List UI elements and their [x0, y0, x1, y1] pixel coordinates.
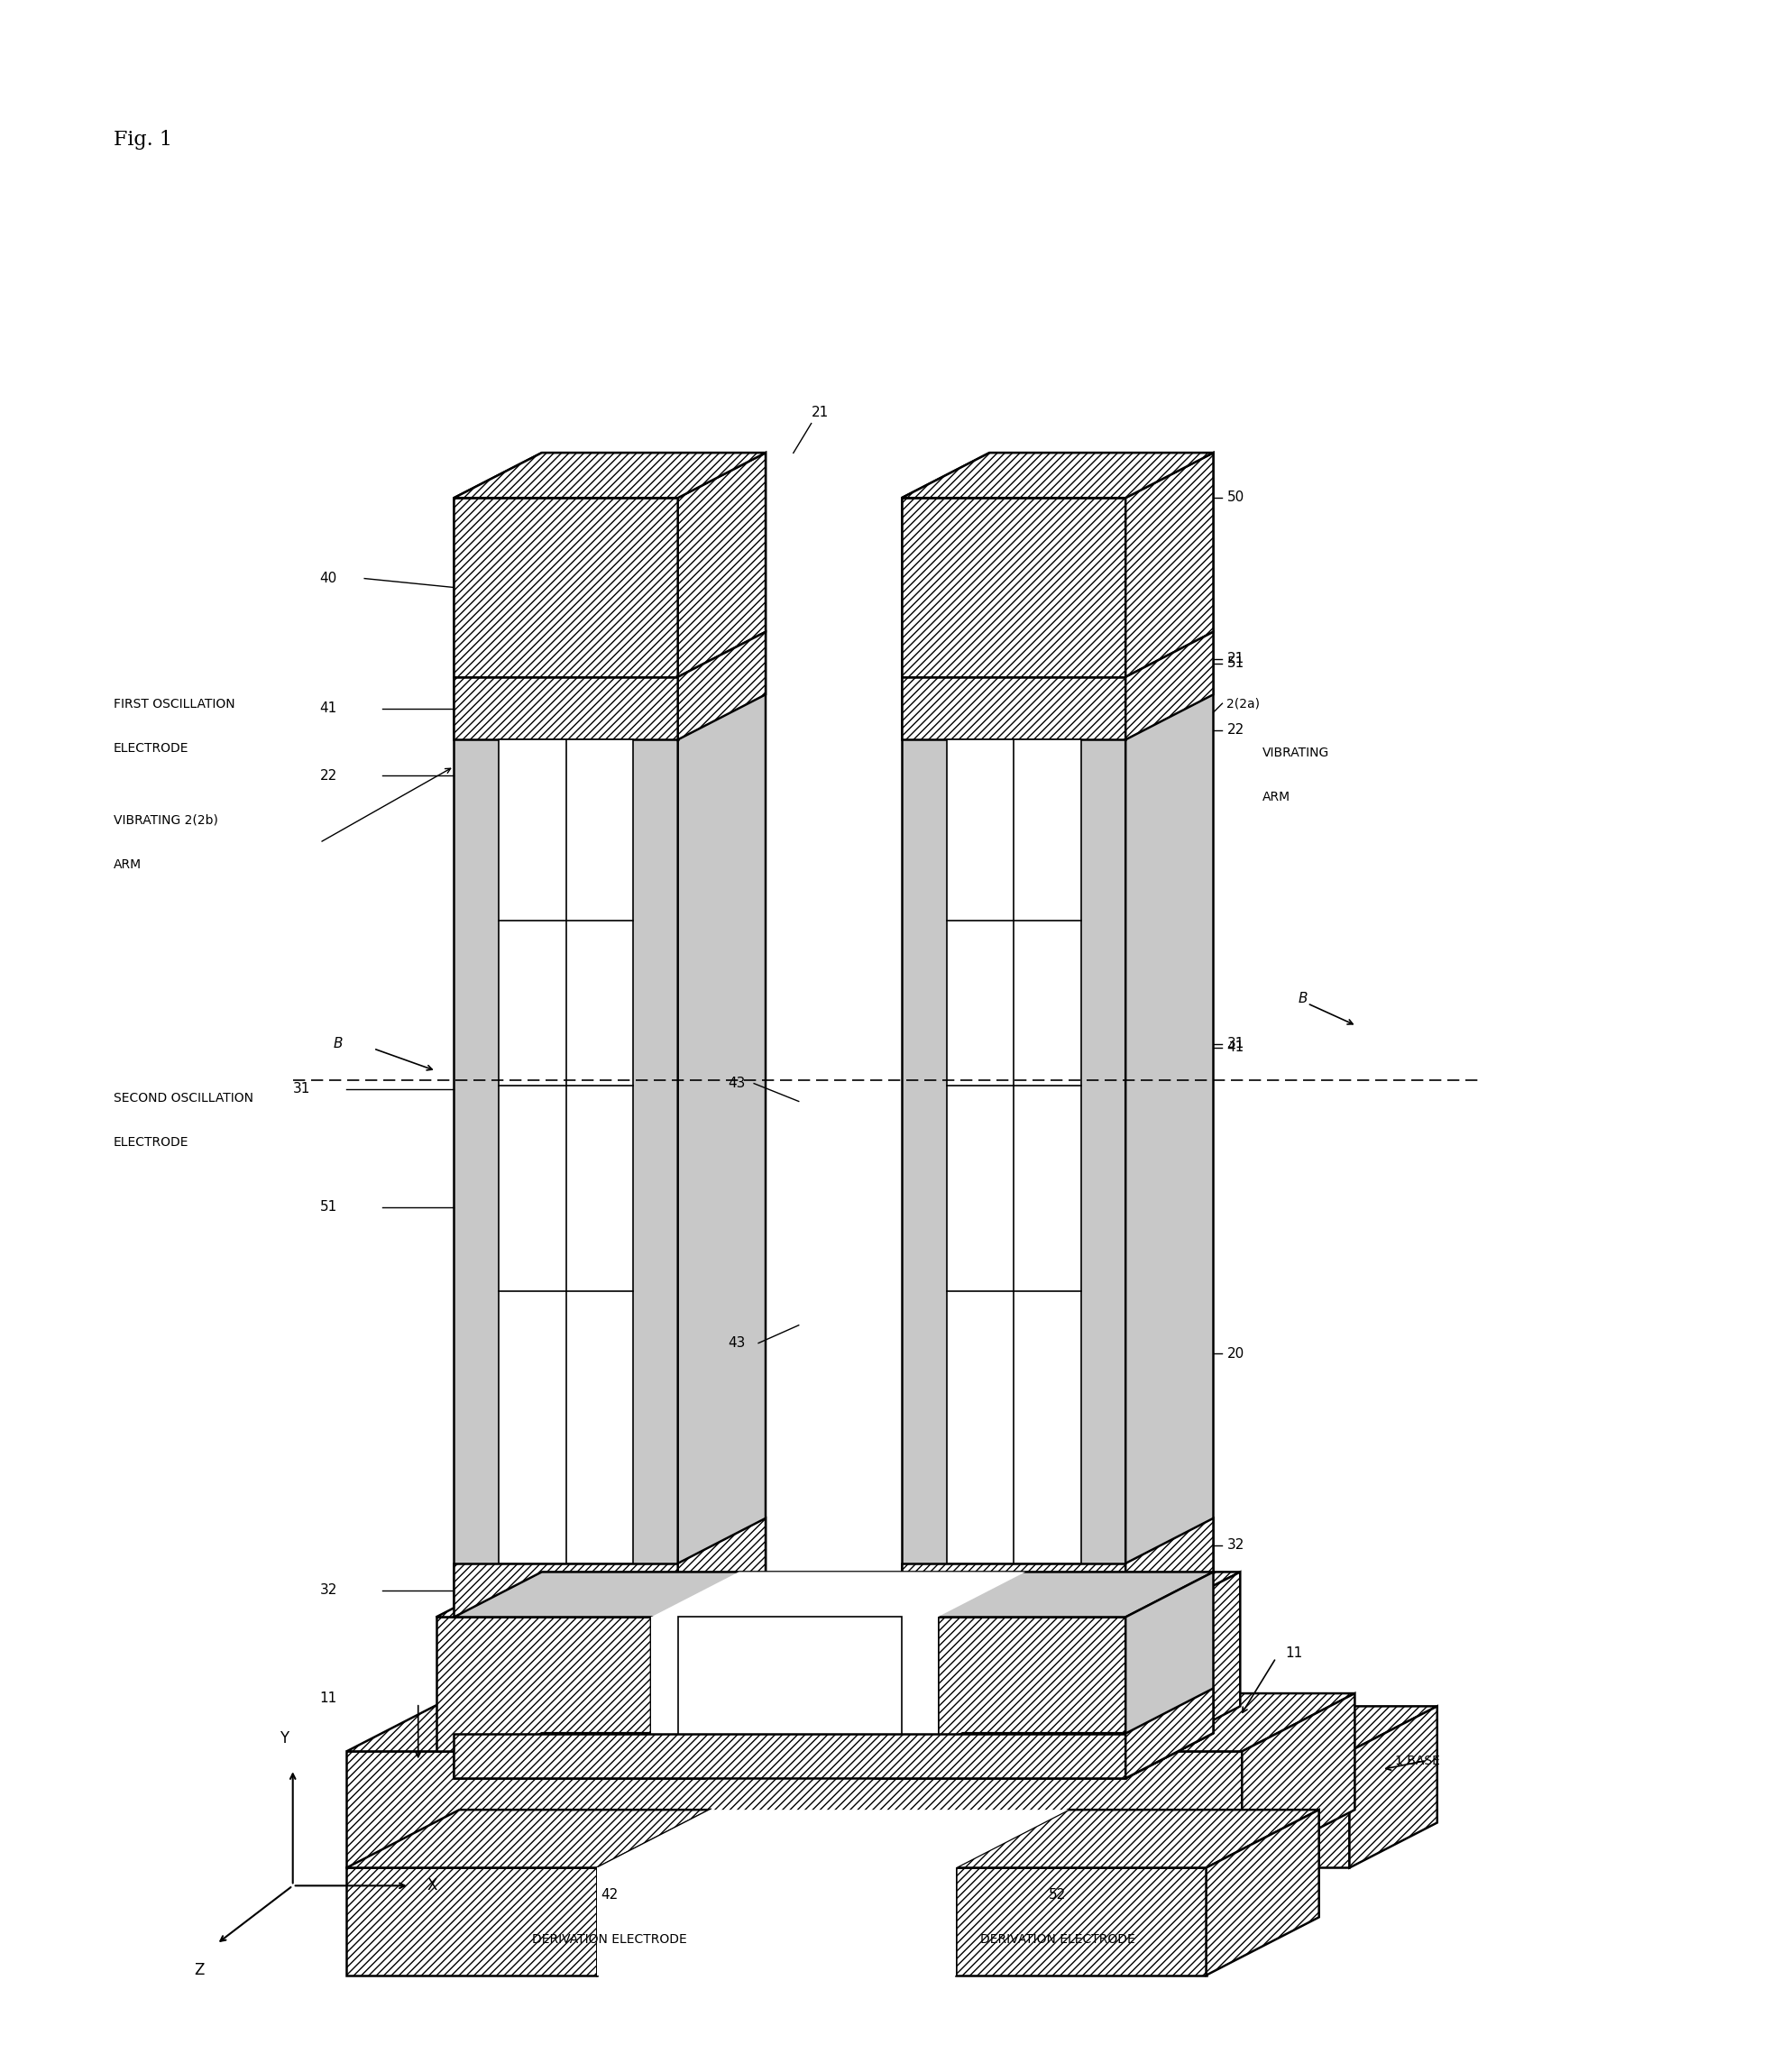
Polygon shape [678, 454, 766, 678]
Polygon shape [437, 1616, 652, 1751]
Polygon shape [678, 454, 766, 1616]
Polygon shape [678, 1616, 902, 1747]
Text: 43: 43 [727, 1077, 745, 1090]
Polygon shape [455, 1616, 1126, 1778]
Polygon shape [902, 497, 1126, 678]
Polygon shape [1126, 1573, 1214, 1778]
Text: 2(2a): 2(2a) [1226, 696, 1260, 711]
Polygon shape [1206, 1809, 1319, 1975]
Text: 21: 21 [1226, 653, 1244, 665]
Text: 31: 31 [1226, 1036, 1244, 1051]
Text: 1 BASE: 1 BASE [1394, 1755, 1441, 1767]
Text: Z: Z [193, 1962, 204, 1979]
Polygon shape [347, 1867, 598, 1975]
Polygon shape [598, 1867, 956, 1975]
Text: FIRST OSCILLATION: FIRST OSCILLATION [115, 698, 234, 711]
Polygon shape [705, 1751, 875, 1778]
Polygon shape [1153, 1573, 1240, 1751]
Text: 11: 11 [320, 1693, 337, 1705]
Text: 52: 52 [1049, 1888, 1067, 1902]
Text: 31: 31 [294, 1082, 310, 1096]
Text: VIBRATING 2(2b): VIBRATING 2(2b) [115, 814, 218, 827]
Text: ARM: ARM [115, 858, 141, 872]
Text: ELECTRODE: ELECTRODE [115, 742, 190, 754]
Text: VIBRATING: VIBRATING [1262, 746, 1330, 758]
Text: 22: 22 [1226, 723, 1244, 738]
Polygon shape [455, 1734, 1126, 1778]
Text: ELECTRODE: ELECTRODE [115, 1135, 190, 1148]
Text: 50: 50 [1226, 491, 1244, 503]
Text: Y: Y [279, 1730, 288, 1747]
Polygon shape [678, 632, 766, 740]
Polygon shape [1126, 632, 1214, 740]
Text: 22: 22 [320, 769, 337, 783]
Polygon shape [875, 1732, 1214, 1778]
Polygon shape [455, 1732, 793, 1778]
Polygon shape [455, 1564, 678, 1616]
Polygon shape [652, 1573, 739, 1751]
Text: 51: 51 [320, 1200, 337, 1214]
Polygon shape [678, 1519, 766, 1616]
Polygon shape [1126, 1689, 1214, 1778]
Text: 32: 32 [320, 1583, 337, 1598]
Polygon shape [455, 1751, 705, 1778]
Polygon shape [347, 1751, 1242, 1867]
Polygon shape [455, 678, 678, 740]
Polygon shape [455, 497, 678, 678]
Polygon shape [455, 454, 766, 497]
Polygon shape [956, 1867, 1206, 1975]
Polygon shape [1350, 1705, 1437, 1867]
Polygon shape [947, 740, 1081, 1564]
Text: 20: 20 [1226, 1347, 1244, 1359]
Text: 42: 42 [601, 1888, 619, 1902]
Polygon shape [598, 1809, 711, 1975]
Polygon shape [938, 1573, 1240, 1616]
Text: ARM: ARM [1262, 792, 1291, 804]
Polygon shape [705, 1705, 793, 1778]
Polygon shape [1126, 454, 1214, 678]
Polygon shape [902, 678, 1126, 740]
Text: B: B [333, 1038, 342, 1051]
Polygon shape [455, 1573, 1214, 1616]
Polygon shape [875, 1751, 1126, 1778]
Text: SECOND OSCILLATION: SECOND OSCILLATION [115, 1092, 254, 1104]
Text: X: X [428, 1877, 437, 1894]
Polygon shape [652, 1573, 1026, 1616]
Polygon shape [902, 497, 1126, 1616]
Polygon shape [938, 1616, 1153, 1751]
Text: Fig. 1: Fig. 1 [115, 131, 172, 149]
Polygon shape [902, 454, 1214, 497]
Polygon shape [347, 1809, 711, 1867]
Polygon shape [598, 1809, 1069, 1867]
Text: 11: 11 [1285, 1647, 1303, 1660]
Text: 21: 21 [811, 406, 829, 419]
Polygon shape [365, 1705, 1437, 1751]
Text: 32: 32 [1226, 1537, 1244, 1552]
Polygon shape [956, 1809, 1319, 1867]
Text: 40: 40 [320, 572, 337, 584]
Polygon shape [902, 454, 1214, 497]
Text: 41: 41 [320, 702, 337, 715]
Text: DERIVATION ELECTRODE: DERIVATION ELECTRODE [532, 1933, 687, 1946]
Polygon shape [1126, 1705, 1214, 1778]
Polygon shape [1242, 1693, 1355, 1867]
Polygon shape [652, 1616, 938, 1751]
Polygon shape [365, 1751, 1350, 1867]
Polygon shape [902, 1564, 1126, 1616]
Text: 41: 41 [1226, 1040, 1244, 1055]
Text: 43: 43 [727, 1336, 745, 1349]
Text: B: B [1298, 992, 1308, 1005]
Text: DERIVATION ELECTRODE: DERIVATION ELECTRODE [981, 1933, 1135, 1946]
Polygon shape [1126, 1519, 1214, 1616]
Polygon shape [437, 1573, 739, 1616]
Polygon shape [455, 497, 678, 1616]
Polygon shape [1126, 454, 1214, 1616]
Polygon shape [499, 740, 634, 1564]
Polygon shape [455, 454, 766, 497]
Text: 51: 51 [1226, 657, 1244, 669]
Polygon shape [347, 1693, 1355, 1751]
